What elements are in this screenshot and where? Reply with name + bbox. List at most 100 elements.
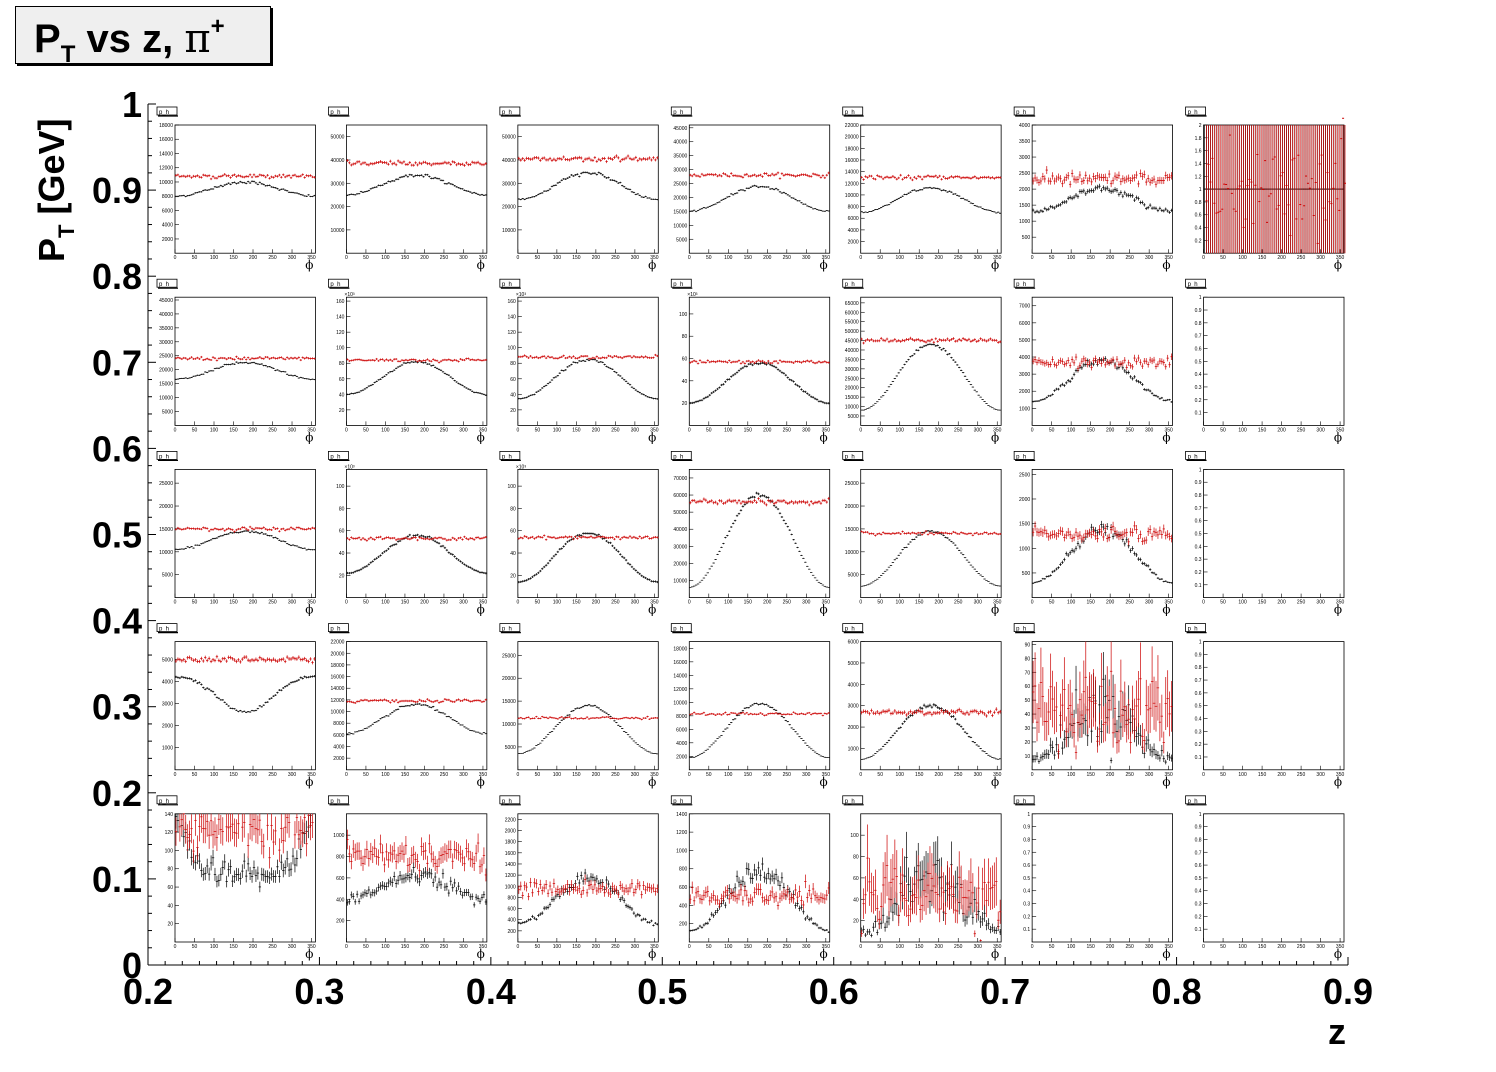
subplot-y-tick-label: 100	[508, 346, 517, 352]
subplot-x-tick-label: 150	[915, 255, 924, 261]
subplot-x-tick-label: 50	[877, 427, 883, 433]
outer-x-tick-label: 0.4	[466, 971, 516, 1012]
subplot-x-tick-label: 0	[1202, 427, 1205, 433]
subplot-x-axis-title: ϕ	[648, 258, 656, 272]
subplot-y-tick-label: 60	[339, 529, 345, 535]
subplot-y-tick-label: 25000	[159, 481, 173, 487]
subplot-x-tick-label: 200	[420, 427, 429, 433]
chart-title: PT vs z, π+	[34, 13, 225, 69]
subplot-x-tick-label: 0	[688, 427, 691, 433]
subplot-x-tick-label: 0	[688, 255, 691, 261]
subplot-y-tick-label: 100	[679, 312, 688, 318]
subplot-y-exponent: ×10³	[516, 292, 526, 298]
subplot-y-tick-label: 4000	[1019, 355, 1030, 361]
subplot-y-tick-label: 100	[336, 484, 345, 490]
subplot-y-tick-label: 20000	[845, 135, 859, 141]
subplot-x-tick-label: 250	[954, 427, 963, 433]
subplot-x-tick-label: 350	[650, 427, 659, 433]
corrected-point	[1269, 193, 1272, 195]
subplot-x-tick-label: 350	[1336, 255, 1345, 261]
subplot-y-tick-label: 8000	[848, 205, 859, 211]
subplot-x-tick-label: 300	[631, 427, 640, 433]
raw-series	[860, 343, 1002, 411]
subplot-y-tick-label: 25000	[673, 182, 687, 188]
subplot-y-tick-label: 100	[336, 346, 345, 352]
corrected-series	[689, 171, 830, 180]
subplot-y-tick-label: 2000	[848, 240, 859, 246]
subplot-x-tick-label: 50	[192, 427, 198, 433]
subplot-y-tick-label: 1000	[1019, 406, 1030, 412]
subplot-x-axis-title: ϕ	[991, 258, 999, 272]
subplot-x-tick-label: 100	[1238, 255, 1247, 261]
subplot-frame	[346, 468, 488, 598]
subplot-y-tick-label: 10000	[331, 228, 345, 234]
corrected-point	[1332, 187, 1335, 189]
subplot-label: p_h	[1188, 110, 1198, 116]
outer-x-tick-label: 0.7	[980, 971, 1030, 1012]
subplot-x-tick-label: 200	[592, 427, 601, 433]
subplot-x-axis-title: ϕ	[1162, 430, 1170, 444]
subplot-y-tick-label: 0.4	[1195, 226, 1202, 232]
corrected-point	[1281, 172, 1284, 174]
raw-series	[517, 358, 659, 400]
corrected-series	[689, 359, 830, 365]
subplot-x-tick-label: 150	[744, 255, 753, 261]
subplot-x-tick-label: 350	[1164, 427, 1173, 433]
outer-x-tick-label: 0.9	[1323, 971, 1373, 1012]
corrected-point	[1258, 201, 1261, 203]
corrected-point	[1295, 218, 1298, 220]
subplot-y-tick-label: 45000	[845, 339, 859, 345]
subplot-y-tick-label: 12000	[845, 181, 859, 187]
subplot-y-tick-label: 20	[510, 408, 516, 414]
subplot-y-tick-label: 20	[339, 573, 345, 579]
subplot-y-tick-label: 5000	[162, 409, 173, 415]
subplot-x-tick-label: 100	[210, 427, 219, 433]
subplot-x-tick-label: 250	[1125, 255, 1134, 261]
subplot-y-tick-label: 80	[510, 361, 516, 367]
subplot-x-tick-label: 100	[210, 600, 219, 606]
corrected-point	[1277, 204, 1280, 206]
subplot-label-box	[1013, 278, 1035, 288]
subplot-x-tick-label: 150	[401, 255, 410, 261]
subplot-y-tick-label: 6000	[1019, 321, 1030, 327]
subplot-y-tick-label: 1	[1199, 295, 1202, 301]
corrected-point	[1344, 182, 1347, 184]
outer-y-tick-label: 0	[122, 945, 142, 986]
subplot-label-box	[156, 106, 178, 116]
outer-y-tick-label: 0.1	[92, 859, 142, 900]
subplot-y-tick-label: 0.8	[1195, 200, 1202, 206]
outer-y-tick-label: 0.2	[92, 773, 142, 814]
subplot-y-tick-label: 30000	[159, 340, 173, 346]
subplot-label: p_h	[159, 282, 169, 288]
subplot-x-tick-label: 150	[572, 255, 581, 261]
outer-x-axis-title: z	[1328, 1011, 1346, 1052]
subplot-y-tick-label: 30000	[331, 181, 345, 187]
corrected-point	[1330, 203, 1333, 205]
corrected-point	[1254, 184, 1257, 186]
subplot-label-box	[156, 278, 178, 288]
outer-y-tick-label: 0.9	[92, 170, 142, 211]
subplot-y-tick-label: 40	[510, 392, 516, 398]
subplot-x-tick-label: 250	[440, 255, 449, 261]
subplot-y-tick-label: 2500	[1019, 171, 1030, 177]
subplot-x-axis-title: ϕ	[305, 430, 313, 444]
subplot-label: p_h	[502, 282, 512, 288]
corrected-point	[1299, 204, 1302, 206]
subplot-label: p_h	[502, 110, 512, 116]
subplot-x-tick-label: 300	[288, 427, 297, 433]
raw-series	[689, 184, 830, 213]
subplot-y-tick-label: 12000	[159, 166, 173, 172]
corrected-point	[1305, 175, 1308, 177]
subplot-y-tick-label: 30000	[673, 168, 687, 174]
subplot-x-tick-label: 0	[345, 600, 348, 606]
corrected-point	[1328, 201, 1331, 203]
subplot-x-tick-label: 200	[1277, 427, 1286, 433]
subplot-frame	[174, 296, 316, 426]
subplot-x-tick-label: 350	[479, 427, 488, 433]
subplot-x-tick-label: 250	[268, 600, 277, 606]
subplot-x-tick-label: 100	[381, 255, 390, 261]
subplot-x-tick-label: 200	[249, 427, 258, 433]
subplot-x-tick-label: 150	[401, 600, 410, 606]
subplot-y-tick-label: 0.2	[1195, 238, 1202, 244]
